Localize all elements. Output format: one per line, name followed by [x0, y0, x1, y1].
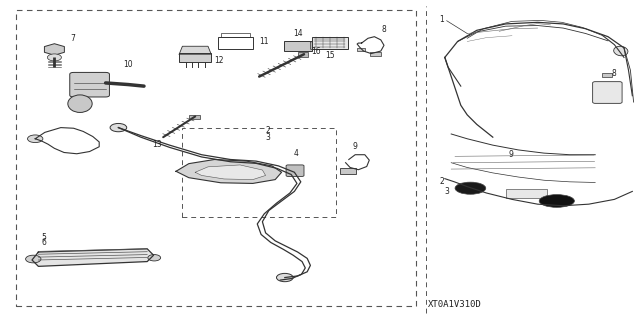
Text: XT0A1V310D: XT0A1V310D — [428, 300, 481, 309]
Polygon shape — [32, 249, 154, 266]
FancyBboxPatch shape — [593, 82, 622, 103]
Bar — [370, 52, 381, 56]
Text: 9: 9 — [508, 150, 513, 159]
Text: 16: 16 — [312, 47, 321, 56]
Text: 8: 8 — [381, 26, 387, 34]
Circle shape — [148, 255, 161, 261]
Text: 2: 2 — [266, 126, 270, 135]
Polygon shape — [176, 160, 282, 183]
Text: 3: 3 — [266, 133, 271, 142]
Polygon shape — [179, 46, 211, 54]
Text: 10: 10 — [123, 60, 133, 69]
Bar — [298, 52, 308, 57]
Text: 6: 6 — [42, 238, 47, 247]
Bar — [340, 168, 356, 174]
Text: 3: 3 — [444, 187, 449, 196]
Circle shape — [28, 135, 43, 143]
Ellipse shape — [68, 95, 92, 113]
FancyBboxPatch shape — [286, 165, 304, 176]
Bar — [189, 115, 200, 119]
Text: 11: 11 — [259, 37, 269, 46]
Text: 4: 4 — [293, 149, 298, 158]
Bar — [221, 33, 250, 37]
Bar — [506, 189, 547, 198]
Bar — [182, 128, 336, 217]
Circle shape — [47, 54, 61, 61]
Bar — [312, 37, 348, 49]
Text: 9: 9 — [353, 142, 358, 151]
Text: 1: 1 — [439, 15, 444, 24]
Bar — [218, 37, 253, 49]
Ellipse shape — [455, 182, 486, 194]
FancyBboxPatch shape — [310, 42, 321, 49]
Ellipse shape — [539, 195, 575, 207]
Text: 15: 15 — [324, 51, 335, 60]
Text: 2: 2 — [439, 177, 444, 186]
Bar — [602, 73, 612, 77]
Ellipse shape — [614, 46, 628, 56]
Text: 12: 12 — [214, 56, 224, 65]
Text: 5: 5 — [42, 234, 47, 242]
Bar — [16, 10, 416, 306]
Bar — [357, 48, 365, 51]
Bar — [179, 53, 211, 62]
Bar — [284, 41, 312, 51]
Circle shape — [110, 123, 127, 132]
Text: 13: 13 — [152, 140, 162, 149]
Circle shape — [26, 255, 41, 263]
Polygon shape — [195, 165, 266, 180]
Text: 14: 14 — [292, 29, 303, 38]
FancyBboxPatch shape — [70, 72, 109, 97]
Circle shape — [276, 273, 293, 282]
Text: 7: 7 — [70, 34, 76, 43]
Text: 8: 8 — [611, 69, 616, 78]
